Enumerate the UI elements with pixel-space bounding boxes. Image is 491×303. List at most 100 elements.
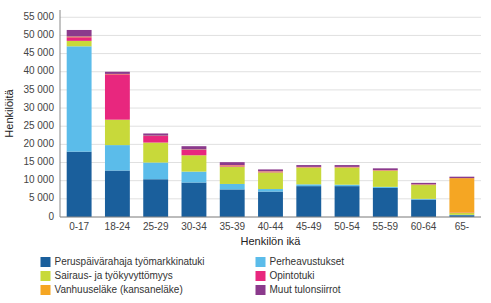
grid	[60, 17, 481, 217]
legend-label: Muut tulonsiirrot	[270, 284, 341, 295]
bar-segment	[335, 168, 360, 185]
bar-segment	[449, 178, 474, 213]
bar-segment	[411, 184, 436, 185]
bars	[67, 30, 475, 217]
bar-segment	[449, 177, 474, 178]
bar-segment	[220, 189, 245, 217]
legend: Peruspäivärahaja työmarkkinatuki Perheavu…	[41, 256, 345, 295]
bar-segment	[143, 143, 168, 163]
bar-segment	[182, 183, 207, 218]
y-tick-label: 5 000	[29, 192, 54, 203]
bar-segment	[373, 171, 398, 187]
bar-segment	[449, 213, 474, 215]
legend-label: Vanhuuseläke (kansaneläke)	[55, 284, 183, 295]
bar-segment	[105, 171, 130, 217]
bar-segment	[258, 169, 283, 171]
x-axis-line	[60, 217, 481, 218]
bar-segment	[220, 162, 245, 165]
bar-segment	[182, 155, 207, 171]
x-tick-label: 18-24	[105, 221, 131, 232]
bar-segment	[220, 165, 245, 166]
bar-segment	[296, 186, 321, 217]
legend-swatch	[256, 257, 266, 267]
x-tick-label: 55-59	[373, 221, 399, 232]
bar-segment	[296, 167, 321, 168]
bar-segment	[143, 133, 168, 135]
y-tick-label: 0	[48, 211, 54, 222]
bar-segment	[105, 120, 130, 145]
bar-segment	[411, 200, 436, 217]
legend-label: Sairaus- ja työkyvyttömyys	[55, 270, 173, 281]
bar-segment	[220, 184, 245, 189]
x-tick-label: 25-29	[143, 221, 169, 232]
bar-segment	[296, 184, 321, 186]
bar-segment	[296, 168, 321, 185]
y-tick-label: 35 000	[23, 84, 54, 95]
bar-segment	[67, 46, 92, 151]
bar-segment	[296, 165, 321, 167]
bar-segment	[411, 185, 436, 199]
bar-segment	[258, 172, 283, 189]
bar-segment	[143, 163, 168, 180]
legend-label: Opintotuki	[270, 270, 315, 281]
x-tick-label: 65-	[455, 221, 469, 232]
bar-segment	[105, 145, 130, 170]
y-tick-label: 15 000	[23, 156, 54, 167]
y-axis-title: Henkilöitä	[3, 88, 15, 137]
legend-swatch	[256, 285, 266, 295]
x-axis: 0-17 18-24 25-29 30-34 35-39 40-44 45-49 50-54 5…	[69, 221, 469, 232]
bar-segment	[105, 72, 130, 74]
bar-segment	[411, 184, 436, 185]
x-tick-label: 40-44	[258, 221, 284, 232]
grid-line	[60, 35, 481, 36]
bar-segment	[67, 152, 92, 217]
bar-segment	[182, 146, 207, 149]
bar-segment	[143, 136, 168, 143]
bar-segment	[373, 187, 398, 188]
bar-segment	[182, 150, 207, 155]
bar-segment	[67, 41, 92, 46]
bar-segment	[373, 188, 398, 217]
bar-segment	[182, 172, 207, 183]
bar-segment	[373, 168, 398, 170]
bar-segment	[335, 167, 360, 168]
legend-swatch	[41, 271, 51, 281]
y-tick-label: 50 000	[23, 29, 54, 40]
bar-segment	[411, 183, 436, 184]
y-axis: 0 5 000 10 000 15 000 20 000 25 000 30 000 35 0…	[23, 11, 54, 222]
legend-label: Perheavustukset	[270, 256, 345, 267]
bar-segment	[258, 171, 283, 173]
y-tick-label: 40 000	[23, 65, 54, 76]
bar-segment	[105, 74, 130, 119]
bar-segment	[220, 167, 245, 184]
bar-segment	[373, 170, 398, 171]
bar-segment	[335, 185, 360, 186]
bar-segment	[258, 189, 283, 192]
x-tick-label: 60-64	[411, 221, 437, 232]
bar-segment	[335, 186, 360, 217]
y-tick-label: 30 000	[23, 102, 54, 113]
bar-segment	[335, 165, 360, 167]
grid-line	[60, 217, 481, 218]
x-tick-label: 50-54	[334, 221, 360, 232]
legend-label: Peruspäivärahaja työmarkkinatuki	[55, 256, 205, 267]
x-tick-label: 0-17	[69, 221, 89, 232]
chart: 0 5 000 10 000 15 000 20 000 25 000 30 000 35 0…	[0, 0, 491, 303]
y-tick-label: 20 000	[23, 138, 54, 149]
y-axis-line	[60, 10, 61, 217]
grid-line	[60, 17, 481, 18]
bar-segment	[258, 192, 283, 217]
y-tick-label: 25 000	[23, 120, 54, 131]
y-tick-label: 55 000	[23, 11, 54, 22]
x-tick-label: 30-34	[181, 221, 207, 232]
bar-segment	[67, 30, 92, 37]
legend-swatch	[41, 285, 51, 295]
x-tick-label: 35-39	[219, 221, 245, 232]
bar-segment	[67, 37, 92, 41]
legend-swatch	[256, 271, 266, 281]
x-axis-title: Henkilön ikä	[241, 235, 302, 247]
x-tick-label: 45-49	[296, 221, 322, 232]
y-tick-label: 10 000	[23, 174, 54, 185]
grid-line	[60, 53, 481, 54]
y-tick-label: 45 000	[23, 47, 54, 58]
